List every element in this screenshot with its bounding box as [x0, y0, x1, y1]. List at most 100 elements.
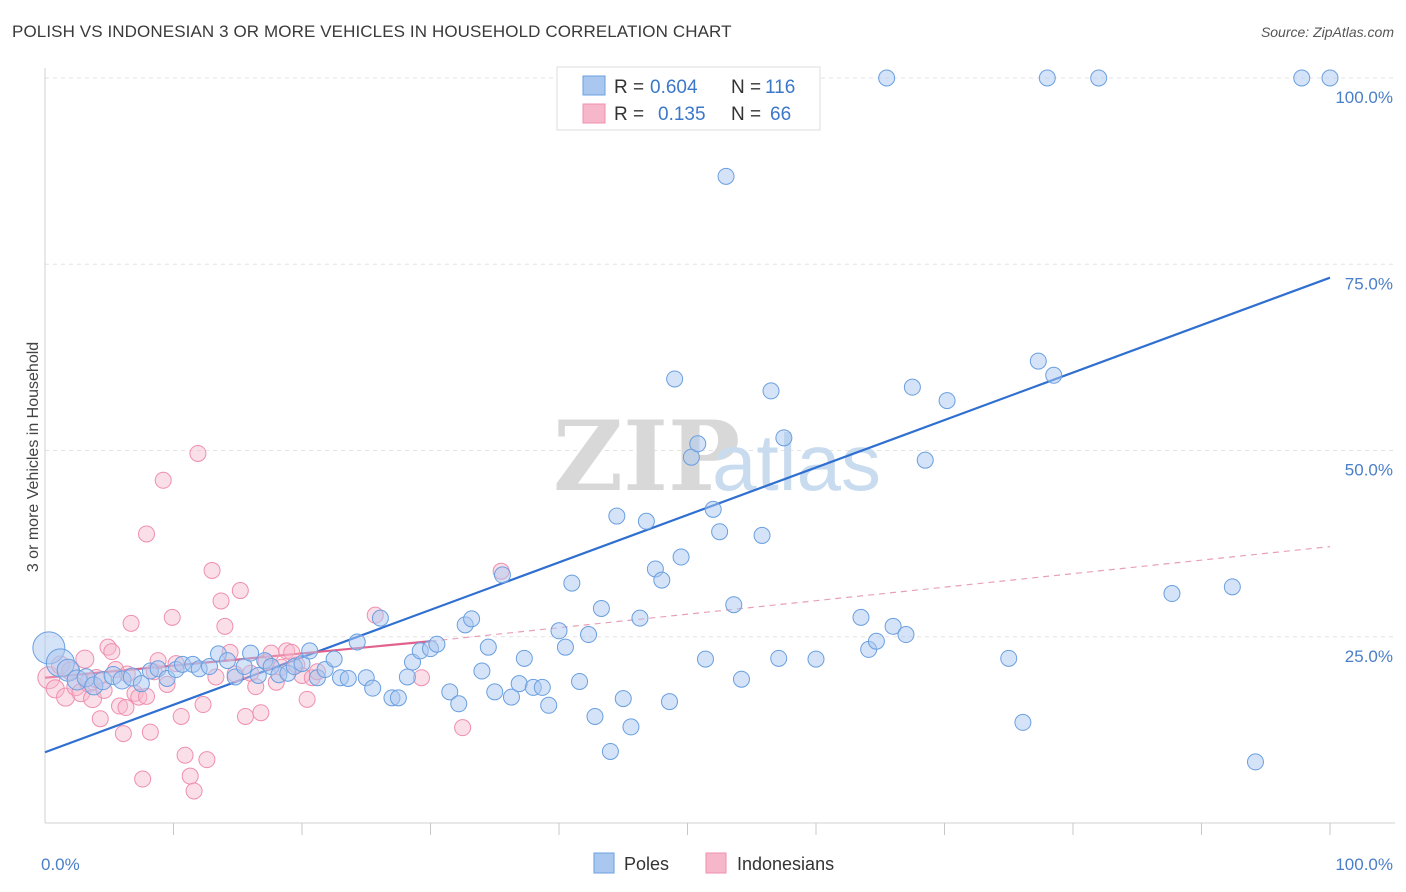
point-poles: [661, 693, 679, 711]
grid-lines: [45, 77, 1395, 638]
point-indonesians: [138, 525, 156, 543]
point-indonesians: [141, 723, 159, 741]
point-poles: [725, 596, 743, 614]
point-poles: [852, 608, 870, 626]
point-poles: [293, 655, 311, 673]
chart-title: POLISH VS INDONESIAN 3 OR MORE VEHICLES …: [12, 22, 732, 41]
point-indonesians: [103, 643, 121, 661]
series-legend: Poles Indonesians: [593, 852, 834, 874]
point-poles: [502, 688, 520, 706]
y-tick-label: 100.0%: [1335, 88, 1393, 107]
point-poles: [301, 642, 319, 660]
point-poles: [371, 609, 389, 627]
bottom-legend-swatch-poles: [593, 852, 615, 874]
point-poles: [571, 672, 589, 690]
point-poles: [339, 669, 357, 687]
point-poles: [463, 610, 481, 628]
point-poles: [450, 695, 468, 713]
series-poles: [32, 69, 1339, 771]
point-poles: [622, 718, 640, 736]
y-tick-label: 75.0%: [1345, 274, 1393, 293]
point-poles: [580, 626, 598, 644]
point-poles: [732, 670, 750, 688]
legend-r-label-indonesians: R =: [614, 104, 644, 125]
tick-labels: 25.0% 50.0% 75.0% 100.0% 0.0% 100.0%: [41, 88, 1393, 874]
point-indonesians: [298, 690, 316, 708]
legend-n-value-indonesians: 66: [770, 104, 791, 125]
point-poles: [608, 507, 626, 525]
correlation-legend: R = 0.604 N = 116 R = 0.135 N = 66: [556, 66, 821, 131]
point-indonesians: [216, 617, 234, 635]
point-poles: [586, 707, 604, 725]
point-indonesians: [252, 704, 270, 722]
legend-r-value-poles: 0.604: [650, 77, 698, 98]
point-poles: [689, 435, 707, 453]
x-tick-label: 100.0%: [1335, 855, 1393, 874]
point-poles: [486, 683, 504, 701]
point-indonesians: [236, 707, 254, 725]
point-poles: [807, 650, 825, 668]
point-indonesians: [154, 471, 172, 489]
point-indonesians: [231, 582, 249, 600]
point-indonesians: [56, 687, 76, 707]
watermark-atlas: atlas: [712, 418, 881, 507]
point-indonesians: [117, 699, 135, 717]
point-indonesians: [45, 679, 65, 699]
point-poles: [364, 679, 382, 697]
point-poles: [493, 566, 511, 584]
point-poles: [556, 638, 574, 656]
watermark: ZIP atlas: [553, 400, 881, 513]
point-poles: [938, 392, 956, 410]
point-poles: [878, 69, 896, 87]
point-poles: [398, 668, 416, 686]
point-indonesians: [114, 725, 132, 743]
point-poles: [1029, 352, 1047, 370]
point-poles: [1321, 69, 1339, 87]
point-poles: [441, 683, 459, 701]
point-poles: [473, 662, 491, 680]
point-poles: [653, 571, 671, 589]
point-indonesians: [181, 767, 199, 785]
point-poles: [762, 382, 780, 400]
point-indonesians: [413, 669, 431, 687]
point-poles: [614, 690, 632, 708]
legend-n-label-indonesians: N =: [731, 104, 761, 125]
legend-r-value-indonesians: 0.135: [658, 104, 706, 125]
watermark-zip: ZIP: [553, 400, 740, 513]
point-poles: [218, 652, 236, 670]
point-poles: [563, 574, 581, 592]
point-poles: [717, 167, 735, 185]
bottom-legend-label-poles: Poles: [624, 854, 669, 874]
point-poles: [704, 500, 722, 518]
point-poles: [601, 742, 619, 760]
point-indonesians: [172, 707, 190, 725]
point-poles: [348, 633, 366, 651]
point-poles: [428, 635, 446, 653]
point-poles: [515, 649, 533, 667]
point-poles: [1223, 578, 1241, 596]
point-poles: [592, 599, 610, 617]
point-poles: [753, 526, 771, 544]
legend-n-value-poles: 116: [765, 77, 795, 98]
point-poles: [132, 675, 150, 693]
point-poles: [1246, 753, 1264, 771]
bottom-legend-label-indonesians: Indonesians: [737, 854, 834, 874]
point-poles: [1038, 69, 1056, 87]
point-poles: [200, 658, 218, 676]
point-poles: [1045, 366, 1063, 384]
point-poles: [884, 617, 902, 635]
point-indonesians: [198, 751, 216, 769]
trend-line-indonesians-extrapolated: [430, 546, 1331, 642]
point-poles: [1293, 69, 1311, 87]
y-tick-label: 50.0%: [1345, 461, 1393, 480]
point-indonesians: [91, 710, 109, 728]
point-poles: [867, 632, 885, 650]
point-indonesians: [111, 697, 129, 715]
point-indonesians: [176, 746, 194, 764]
point-indonesians: [454, 719, 472, 737]
point-poles: [916, 451, 934, 469]
point-poles: [903, 378, 921, 396]
point-indonesians: [122, 614, 140, 632]
point-poles: [1000, 649, 1018, 667]
